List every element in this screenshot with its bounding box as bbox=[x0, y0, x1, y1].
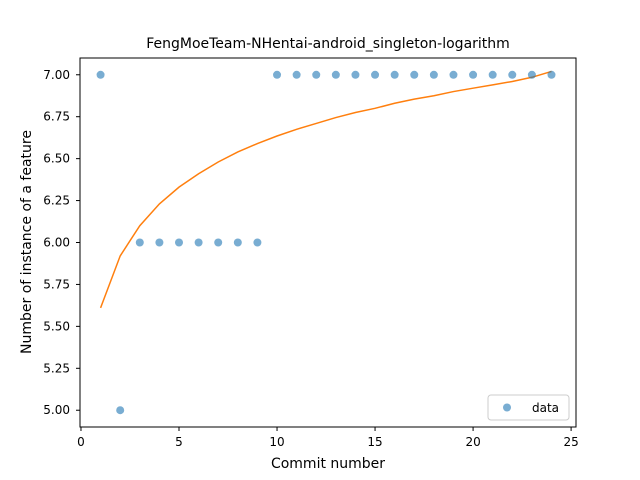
legend-marker-data bbox=[503, 403, 511, 412]
data-point-8 bbox=[233, 238, 242, 247]
y-tick-label-5.25: 5.25 bbox=[43, 361, 70, 375]
x-axis-ticks: 0 5 10 15 20 25 bbox=[77, 427, 579, 449]
y-axis-label: Number of instance of a feature bbox=[19, 130, 35, 354]
x-tick-label-20: 20 bbox=[465, 435, 480, 449]
y-tick-label-5.50: 5.50 bbox=[43, 319, 70, 333]
y-tick-label-5.00: 5.00 bbox=[43, 403, 70, 417]
x-tick-label-25: 25 bbox=[563, 435, 578, 449]
data-point-24 bbox=[547, 70, 556, 79]
plot-area bbox=[79, 57, 577, 428]
y-tick-label-6.25: 6.25 bbox=[43, 194, 70, 208]
y-tick-label-6.00: 6.00 bbox=[43, 236, 70, 250]
data-point-17 bbox=[410, 70, 419, 79]
y-tick-label-5.75: 5.75 bbox=[43, 277, 70, 291]
data-point-21 bbox=[488, 70, 497, 79]
legend-box bbox=[487, 394, 570, 421]
data-point-13 bbox=[331, 70, 340, 79]
data-point-7 bbox=[214, 238, 223, 247]
data-point-22 bbox=[508, 70, 517, 79]
y-tick-label-6.50: 6.50 bbox=[43, 152, 70, 166]
data-point-9 bbox=[253, 238, 262, 247]
data-point-10 bbox=[273, 70, 282, 79]
data-point-16 bbox=[390, 70, 399, 79]
y-tick-label-6.75: 6.75 bbox=[43, 110, 70, 124]
data-point-3 bbox=[135, 238, 144, 247]
y-tick-label-7.00: 7.00 bbox=[43, 68, 70, 82]
x-axis-label: Commit number bbox=[271, 456, 385, 472]
data-point-2 bbox=[116, 406, 125, 415]
x-tick-label-5: 5 bbox=[175, 435, 183, 449]
data-point-15 bbox=[371, 70, 380, 79]
x-tick-label-0: 0 bbox=[77, 435, 85, 449]
data-point-layer bbox=[96, 70, 556, 415]
fit-line bbox=[99, 70, 552, 309]
data-point-5 bbox=[175, 238, 183, 247]
data-point-11 bbox=[292, 70, 301, 79]
y-axis-ticks: 5.00 5.25 5.50 5.75 6.00 6.25 6.50 6.75 7.00 bbox=[43, 68, 80, 417]
data-point-20 bbox=[469, 70, 478, 79]
legend-label-data: data bbox=[532, 401, 559, 415]
chart-title: FengMoeTeam-NHentai-android_singleton-lo… bbox=[146, 36, 510, 52]
data-point-12 bbox=[312, 70, 321, 79]
data-point-14 bbox=[351, 70, 360, 79]
data-point-4 bbox=[155, 238, 164, 247]
data-point-1 bbox=[96, 70, 105, 79]
fit-line-layer bbox=[99, 70, 552, 309]
data-point-18 bbox=[429, 70, 438, 79]
legend: data bbox=[487, 394, 570, 421]
x-tick-label-15: 15 bbox=[367, 435, 382, 449]
x-tick-label-10: 10 bbox=[269, 435, 284, 449]
data-point-23 bbox=[527, 70, 536, 79]
data-point-6 bbox=[194, 238, 203, 247]
data-point-19 bbox=[449, 70, 458, 79]
